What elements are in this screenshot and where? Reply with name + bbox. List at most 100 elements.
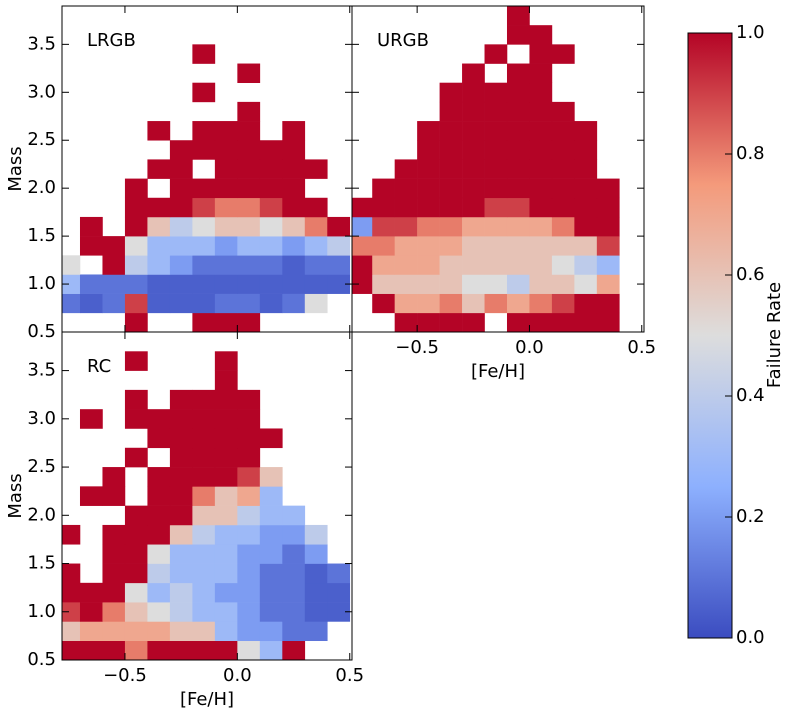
heat-cell (124, 524, 148, 545)
heat-cell (192, 563, 216, 584)
heat-cell (551, 312, 575, 332)
heat-cell (282, 140, 306, 160)
heat-cell (529, 255, 553, 275)
heat-cell (574, 236, 598, 256)
heat-cell (506, 274, 530, 294)
heat-cell (282, 602, 306, 622)
heat-cell (352, 274, 373, 294)
heat-cell (192, 121, 216, 141)
heat-cell (259, 178, 283, 199)
heat-cell (574, 216, 598, 237)
heat-cell (462, 159, 485, 179)
heat-cell (439, 140, 463, 160)
heat-cell (102, 602, 126, 622)
heat-cell (551, 236, 575, 256)
heat-cell (102, 236, 126, 256)
heat-cell (237, 197, 261, 218)
heat-cell (237, 274, 261, 294)
heat-cell (259, 602, 283, 622)
heat-cell (282, 524, 306, 545)
heat-cell (417, 121, 440, 141)
heat-cell (237, 236, 261, 256)
heat-cell (439, 255, 463, 275)
heat-cell (417, 293, 440, 314)
heat-cell (237, 467, 261, 487)
heat-cell (147, 582, 171, 603)
heat-cell (304, 274, 328, 294)
y-tick-label: 2.5 (27, 456, 56, 477)
heat-cell (551, 101, 575, 122)
colorbar-tick-label: 0.2 (736, 506, 765, 527)
heat-cell (529, 216, 553, 237)
heat-cell (169, 544, 193, 564)
heat-cell (439, 216, 463, 237)
heat-cell (304, 159, 328, 179)
x-tick-label: −0.5 (103, 665, 147, 686)
x-tick-label: 0.5 (335, 665, 364, 686)
heat-cell (439, 236, 463, 256)
heat-cell (192, 544, 216, 564)
heat-cell (394, 159, 418, 179)
heat-cell (596, 236, 620, 256)
heat-cell (506, 255, 530, 275)
heat-cell (147, 505, 171, 526)
heat-cell (79, 486, 103, 506)
heat-cell (124, 563, 148, 584)
heat-cell (417, 197, 440, 218)
heat-cell (169, 563, 193, 584)
heat-cell (394, 216, 418, 237)
heat-cell (102, 621, 126, 642)
y-tick-label: 1.0 (27, 273, 56, 294)
heat-cell (462, 63, 485, 84)
heat-cell (102, 563, 126, 584)
heat-cell (214, 389, 238, 410)
heat-cell (124, 621, 148, 642)
heat-cell (282, 505, 306, 526)
heat-cell (62, 293, 81, 314)
heat-cell (147, 216, 171, 237)
heat-cell (506, 293, 530, 314)
heat-cell (237, 602, 261, 622)
cells (352, 6, 620, 332)
heat-cell (169, 409, 193, 429)
heat-cell (214, 312, 238, 332)
heat-cell (394, 178, 418, 199)
colorbar-tick-label: 0.8 (736, 143, 765, 164)
heat-cell (462, 82, 485, 103)
heat-cell (192, 486, 216, 506)
heat-cell (506, 82, 530, 103)
heat-cell (214, 255, 238, 275)
heat-cell (259, 293, 283, 314)
heat-cell (394, 255, 418, 275)
heat-cell (259, 486, 283, 506)
heat-cell (282, 293, 306, 314)
heat-cell (192, 255, 216, 275)
heat-cell (62, 582, 81, 603)
heat-cell (506, 6, 530, 26)
heat-cell (439, 312, 463, 332)
heat-cell (484, 82, 508, 103)
heat-cell (304, 524, 328, 545)
heat-cell (596, 293, 620, 314)
heat-cell (417, 159, 440, 179)
heat-cell (169, 389, 193, 410)
heat-cell (551, 293, 575, 314)
heat-cell (462, 236, 485, 256)
heat-cell (147, 428, 171, 449)
heat-cell (147, 563, 171, 584)
heat-cell (506, 216, 530, 237)
heat-cell (124, 602, 148, 622)
heat-cell (574, 312, 598, 332)
heat-cell (62, 524, 81, 545)
heat-cell (282, 255, 306, 275)
heat-cell (327, 255, 351, 275)
heat-cell (62, 640, 81, 660)
heat-cell (506, 178, 530, 199)
heat-cell (372, 274, 395, 294)
heat-cell (462, 255, 485, 275)
heat-cell (192, 197, 216, 218)
heat-cell (237, 121, 261, 141)
heat-cell (417, 274, 440, 294)
heat-cell (237, 621, 261, 642)
heat-cell (484, 121, 508, 141)
